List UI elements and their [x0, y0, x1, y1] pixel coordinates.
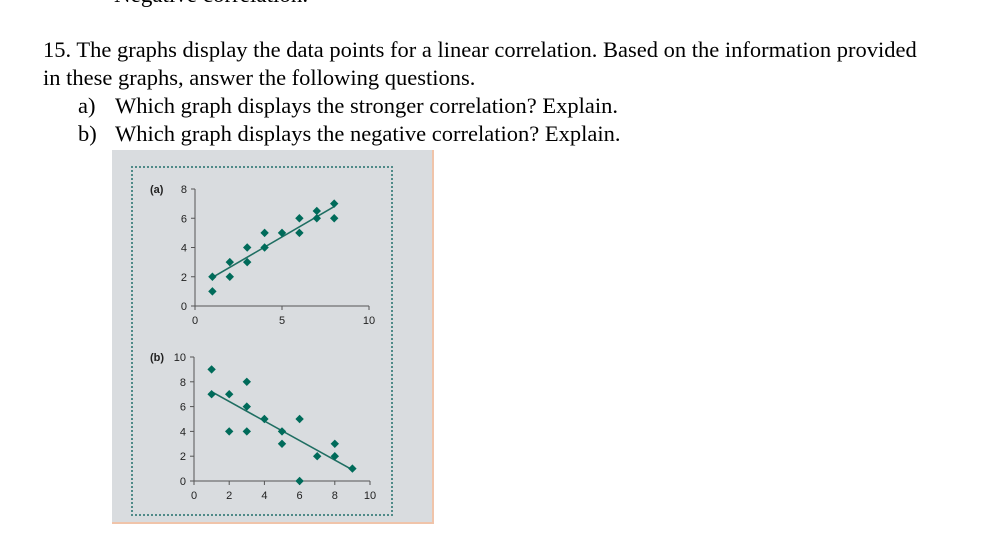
data-point-diamond: [277, 439, 287, 448]
data-point-diamond: [312, 214, 321, 223]
figure-dotted-frame: [131, 166, 393, 516]
panel-label: (b): [150, 352, 164, 364]
clipped-previous-answer: Negative correlation.: [114, 0, 308, 8]
data-point-diamond: [225, 427, 234, 436]
data-point-diamond: [313, 452, 322, 461]
data-point-diamond: [208, 287, 217, 296]
data-point-diamond: [295, 228, 304, 238]
data-point-diamond: [225, 257, 234, 267]
y-tick-label: 6: [180, 402, 186, 414]
x-tick-label: 8: [332, 490, 338, 502]
data-point-diamond: [208, 272, 217, 281]
data-point-diamond: [225, 390, 234, 399]
data-point-diamond: [312, 206, 321, 216]
x-tick-label: 4: [261, 490, 267, 502]
question-text-line-1: 15. The graphs display the data points f…: [43, 37, 917, 62]
data-point-diamond: [295, 414, 304, 424]
data-point-diamond: [260, 414, 269, 424]
panel-label: (a): [150, 184, 164, 196]
x-tick-label: 0: [192, 315, 198, 327]
data-point-diamond: [277, 228, 287, 238]
x-tick-label: 0: [191, 490, 197, 502]
y-tick-label: 4: [180, 426, 186, 438]
data-point-diamond: [277, 427, 287, 436]
data-point-diamond: [330, 214, 339, 223]
data-point-diamond: [348, 464, 357, 473]
data-point-diamond: [330, 199, 339, 208]
data-point-diamond: [295, 214, 304, 223]
data-point-diamond: [243, 243, 252, 252]
data-point-diamond: [295, 476, 304, 486]
y-tick-label: 8: [181, 184, 187, 196]
data-point-diamond: [207, 365, 216, 374]
data-point-diamond: [243, 257, 252, 267]
question-part-b: b) Which graph displays the negative corr…: [78, 120, 620, 148]
y-tick-label: 0: [181, 301, 187, 313]
y-tick-label: 2: [181, 272, 187, 284]
x-tick-label: 10: [364, 490, 376, 502]
part-b-text: Which graph displays the negative correl…: [115, 121, 621, 146]
data-point-diamond: [242, 377, 251, 386]
y-tick-label: 2: [180, 451, 186, 463]
y-tick-label: 10: [174, 352, 186, 364]
part-b-label: b): [78, 121, 97, 146]
question-part-a: a) Which graph displays the stronger corr…: [78, 92, 618, 120]
data-point-diamond: [225, 272, 234, 281]
x-tick-label: 2: [226, 490, 232, 502]
data-point-diamond: [330, 439, 339, 448]
part-a-label: a): [78, 93, 96, 118]
data-point-diamond: [242, 427, 251, 436]
data-point-diamond: [260, 228, 269, 238]
y-tick-label: 0: [180, 476, 186, 488]
x-tick-label: 5: [279, 315, 285, 327]
x-tick-label: 6: [297, 490, 303, 502]
y-tick-label: 8: [180, 377, 186, 389]
graphs-figure: 0 2 4 6 8 0 5 10 (a) 0 2 4 6 8 10 0 2 4 6 8 10 (b): [112, 150, 434, 524]
data-point-diamond: [330, 452, 339, 461]
y-tick-label: 4: [181, 243, 187, 255]
scatter-plots: 0 2 4 6 8 0 5 10 (a) 0 2 4 6 8 10 0 2 4 6 8 10 (b): [150, 184, 376, 502]
x-tick-label: 10: [363, 315, 375, 327]
data-point-diamond: [242, 402, 251, 411]
y-tick-label: 6: [181, 213, 187, 225]
part-a-text: Which graph displays the stronger correl…: [115, 93, 618, 118]
question-text-line-2: in these graphs, answer the following qu…: [43, 65, 476, 90]
data-point-diamond: [207, 390, 216, 399]
